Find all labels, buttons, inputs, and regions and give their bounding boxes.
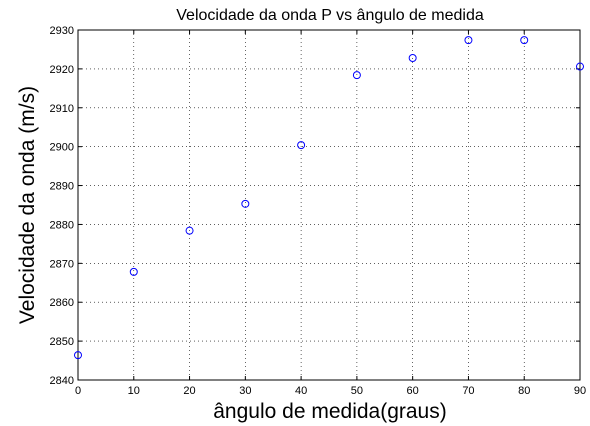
y-tick-label: 2840 xyxy=(50,375,74,387)
x-tick-label: 90 xyxy=(574,385,586,397)
x-tick-label: 70 xyxy=(462,385,474,397)
x-tick-label: 40 xyxy=(295,385,307,397)
point xyxy=(185,226,194,235)
x-tick-label: 50 xyxy=(351,385,363,397)
point xyxy=(464,36,473,45)
chart-title: Velocidade da onda P vs ângulo de medida xyxy=(176,7,484,24)
plot-frame xyxy=(77,29,581,381)
y-axis-label: Velocidade da onda (m/s) xyxy=(16,86,39,324)
x-tick-label: 10 xyxy=(128,385,140,397)
y-tick-label: 2880 xyxy=(50,219,74,231)
x-tick-label: 0 xyxy=(75,385,81,397)
point xyxy=(297,141,306,150)
x-axis-label: ângulo de medida(graus) xyxy=(213,400,446,423)
point xyxy=(129,267,138,276)
point xyxy=(520,36,529,45)
point xyxy=(352,71,361,80)
y-tick-label: 2930 xyxy=(50,25,74,37)
x-tick-label: 30 xyxy=(239,385,251,397)
x-tick-label: 60 xyxy=(407,385,419,397)
point xyxy=(576,62,584,71)
point xyxy=(74,351,82,360)
y-tick-label: 2900 xyxy=(50,142,74,154)
x-tick-label: 20 xyxy=(183,385,195,397)
y-tick-label: 2910 xyxy=(50,103,74,115)
point xyxy=(241,199,250,208)
y-tick-label: 2870 xyxy=(50,258,74,270)
y-tick-label: 2860 xyxy=(50,297,74,309)
point xyxy=(408,54,417,62)
y-tick-label: 2920 xyxy=(50,64,74,76)
x-tick-label: 80 xyxy=(518,385,530,397)
y-tick-label: 2890 xyxy=(50,181,74,193)
y-tick-label: 2850 xyxy=(50,336,74,348)
